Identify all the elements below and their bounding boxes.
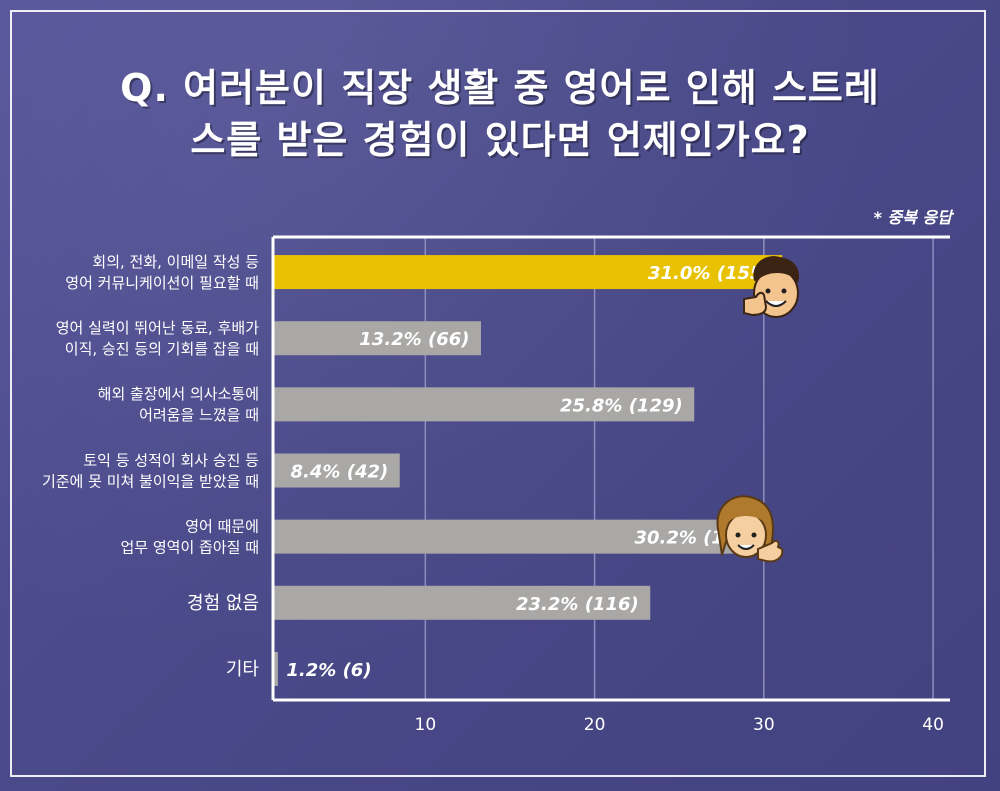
category-label-2-line-1: 어려움을 느꼈을 때 (139, 406, 259, 424)
data-label-2: 25.8% (129) (560, 395, 683, 416)
data-label-0: 31.0% (155) (648, 263, 771, 284)
x-tick-label-20: 20 (584, 715, 606, 735)
data-label-1: 13.2% (66) (359, 329, 469, 350)
category-label-0-line-1: 영어 커뮤니케이션이 필요할 때 (65, 274, 259, 292)
category-label-2-line-0: 해외 출장에서 의사소통에 (98, 385, 259, 403)
bar-4 (274, 519, 769, 554)
data-label-5: 23.2% (116) (516, 594, 639, 615)
bar-6 (274, 651, 278, 686)
title-line-2: 스를 받은 경험이 있다면 언제인가요? (190, 118, 810, 162)
category-label-4-line-0: 영어 때문에 (185, 517, 259, 535)
bar-1 (274, 321, 481, 356)
category-label-4-line-1: 업무 영역이 좁아질 때 (120, 538, 259, 556)
bar-5 (274, 585, 651, 620)
bars-layer (274, 255, 783, 686)
frame-border (10, 10, 986, 777)
x-tick-label-40: 40 (922, 715, 944, 735)
x-tick-label-30: 30 (753, 715, 775, 735)
labels-layer: 31.0% (155) 회의, 전화, 이메일 작성 등영어 커뮤니케이션이 필요… (42, 253, 771, 681)
man-thumbs-up-icon (743, 256, 800, 318)
category-label-1-line-0: 영어 실력이 뛰어난 동료, 후배가 (56, 319, 259, 337)
title-line-1: Q. 여러분이 직장 생활 중 영어로 인해 스트레 (120, 66, 880, 110)
multiple-response-note: * 중복 응답 (873, 208, 952, 227)
data-label-3: 8.4% (42) (291, 462, 389, 483)
chart-title: Q. 여러분이 직장 생활 중 영어로 인해 스트레 스를 받은 경험이 있다면… (30, 62, 970, 166)
category-label-1-line-1: 이직, 승진 등의 기회를 잡을 때 (65, 340, 259, 358)
bar-3 (274, 453, 400, 488)
bar-0 (274, 255, 783, 290)
category-label-3-line-1: 기준에 못 미쳐 불이익을 받았을 때 (42, 472, 259, 490)
category-label-6-line-0: 기타 (226, 659, 260, 680)
woman-thumbs-up-icon (716, 495, 784, 563)
category-label-3-line-0: 토익 등 성적이 회사 승진 등 (83, 451, 259, 469)
bar-2 (274, 387, 695, 422)
category-label-5-line-0: 경험 없음 (187, 593, 259, 614)
category-label-0-line-0: 회의, 전화, 이메일 작성 등 (92, 253, 259, 271)
x-tick-label-10: 10 (415, 715, 437, 735)
data-label-6: 1.2% (6) (286, 660, 371, 681)
